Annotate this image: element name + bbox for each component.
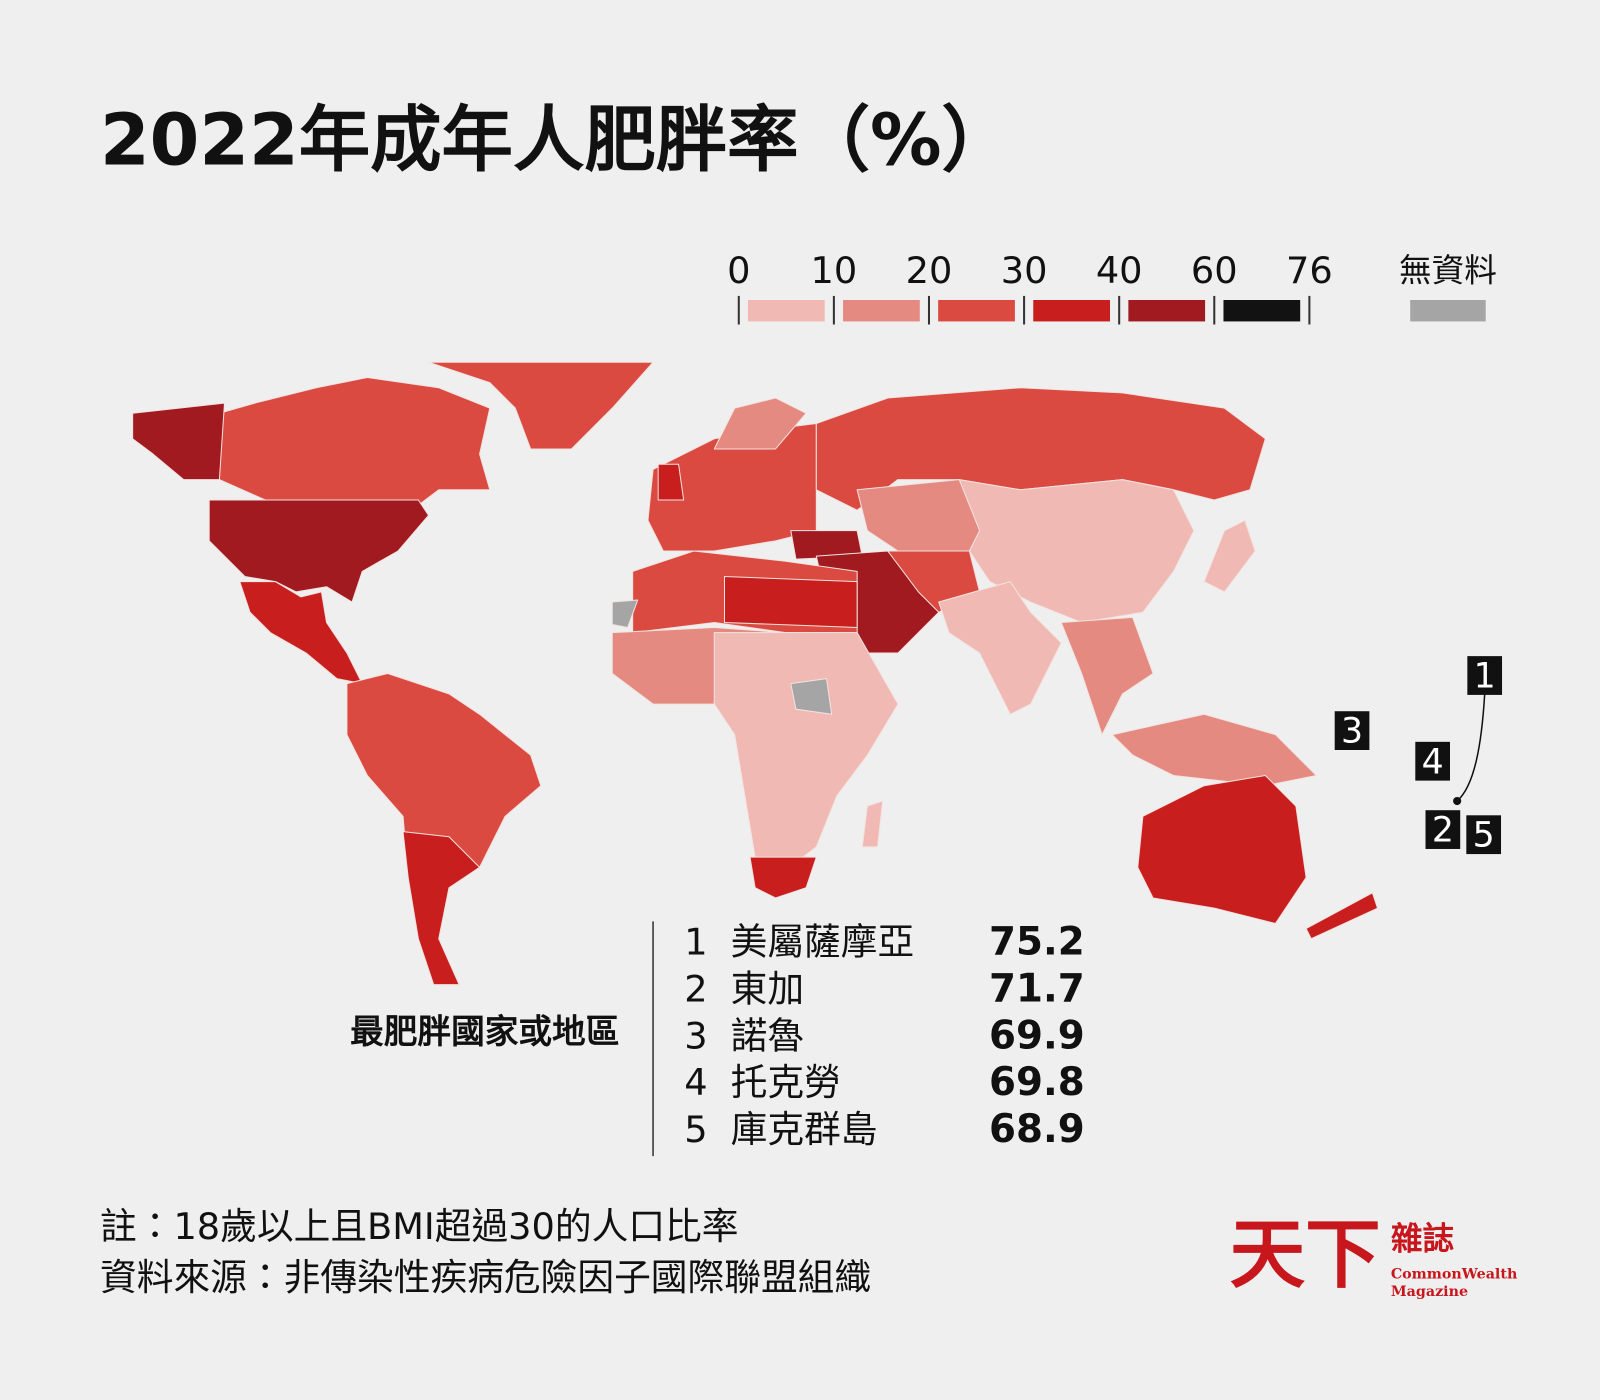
rank-value: 69.8	[989, 1060, 1085, 1105]
ranking-heading: 最肥胖國家或地區	[350, 1012, 619, 1051]
note: 註：18歲以上且BMI超過30的人口比率	[100, 1205, 739, 1248]
region	[428, 361, 654, 450]
world-map	[132, 361, 1379, 986]
marker-box	[1467, 656, 1503, 695]
location-dot	[1453, 796, 1462, 806]
rank-value: 75.2	[989, 919, 1085, 964]
leader-line	[1456, 693, 1486, 802]
marker-label: 1	[1474, 657, 1496, 697]
source: 資料來源：非傳染性疾病危險因子國際聯盟組織	[100, 1256, 871, 1299]
region	[239, 581, 363, 685]
region	[723, 576, 858, 629]
region	[657, 463, 685, 501]
no-data-label: 無資料	[1399, 251, 1497, 289]
rank-name: 托克勞	[731, 1061, 841, 1104]
marker-box	[1334, 711, 1370, 750]
legend-tick-label: 10	[811, 249, 858, 292]
region	[749, 856, 817, 899]
legend-tick-label: 0	[727, 249, 750, 292]
rank-name: 美屬薩摩亞	[731, 920, 915, 963]
region	[1060, 616, 1154, 736]
rank-number: 1	[684, 920, 707, 963]
rank-value: 68.9	[989, 1107, 1085, 1152]
legend-swatch	[1223, 300, 1301, 322]
no-data-swatch	[1410, 300, 1486, 322]
region	[958, 479, 1195, 623]
rank-number: 3	[684, 1014, 707, 1057]
region	[861, 800, 884, 848]
marker-label: 5	[1473, 816, 1495, 856]
marker-label: 3	[1341, 712, 1363, 752]
legend-tick-label: 60	[1191, 249, 1238, 292]
marker-box	[1415, 741, 1450, 781]
legend-tick-label: 30	[1001, 249, 1048, 292]
region	[790, 678, 833, 715]
marker-label: 2	[1432, 811, 1454, 851]
region	[611, 599, 639, 629]
region	[208, 499, 430, 603]
rank-name: 諾魯	[731, 1014, 804, 1057]
region	[938, 581, 1062, 715]
logo-english: CommonWealth	[1391, 1266, 1518, 1282]
legend-tick-label: 76	[1286, 249, 1333, 292]
legend-tick-label: 20	[906, 249, 953, 292]
ranking-list: 1 美屬薩摩亞 75.2 2 東加 71.7 3 諾魯 69.9 4 托克勞 69.8 5 庫克群島 68.…	[684, 919, 1084, 1152]
legend: 0 10 20 30 40 60 76 無資料	[727, 249, 1497, 325]
rank-name: 東加	[731, 967, 804, 1010]
region	[1111, 713, 1317, 787]
legend-swatch	[843, 300, 920, 322]
legend-swatch	[1128, 300, 1206, 322]
region	[1203, 519, 1256, 593]
marker-box	[1466, 815, 1502, 855]
region	[132, 402, 225, 481]
rank-value: 71.7	[989, 966, 1085, 1011]
rank-number: 5	[684, 1108, 707, 1151]
legend-swatch	[1033, 300, 1110, 322]
legend-tick-label: 40	[1096, 249, 1143, 292]
marker-box	[1425, 810, 1461, 849]
rank-number: 4	[684, 1061, 707, 1104]
rank-number: 2	[684, 967, 707, 1010]
region	[1137, 775, 1307, 924]
region	[713, 397, 807, 450]
logo-name: 雜誌	[1391, 1220, 1455, 1257]
logo-mark: 天下	[1230, 1210, 1381, 1299]
region	[213, 377, 491, 506]
region	[1305, 892, 1379, 940]
legend-swatch	[747, 300, 825, 322]
legend-swatch	[938, 300, 1015, 322]
island-markers: 1 2 3 45	[1334, 656, 1503, 856]
title: 2022年成年人肥胖率（%）	[100, 98, 1013, 181]
logo-english: Magazine	[1391, 1284, 1468, 1300]
rank-value: 69.9	[989, 1013, 1085, 1058]
marker-label: 4	[1422, 742, 1444, 782]
region	[402, 831, 481, 986]
rank-name: 庫克群島	[731, 1108, 878, 1151]
